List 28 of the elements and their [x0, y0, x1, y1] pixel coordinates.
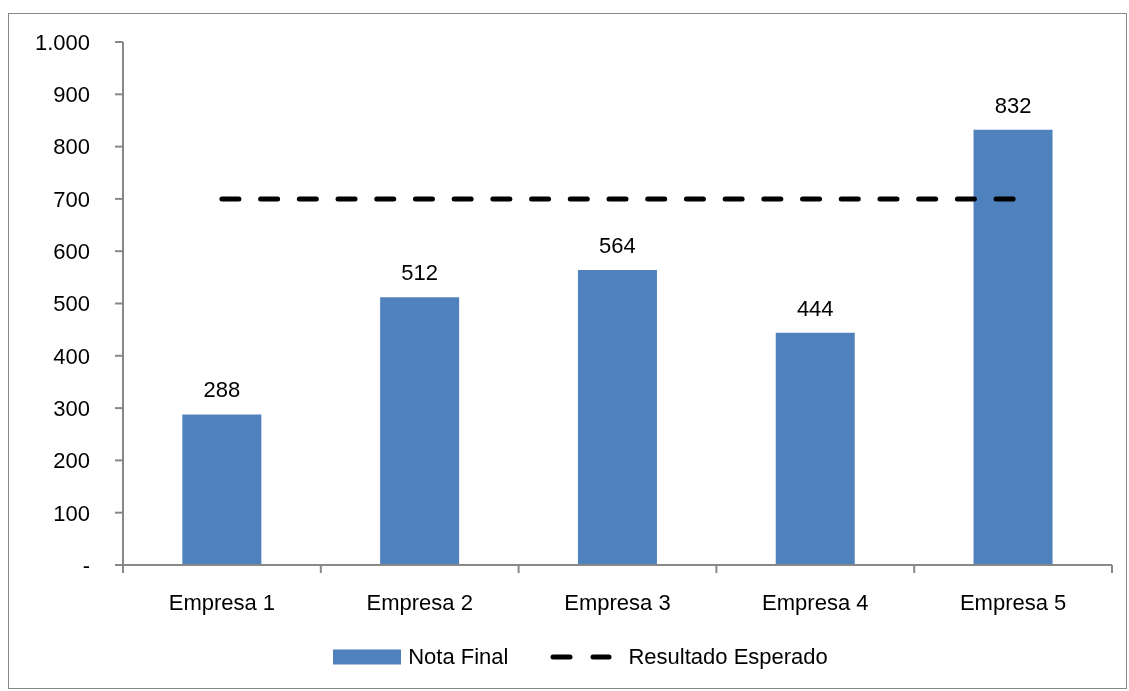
x-tick-label: Empresa 3	[564, 589, 671, 615]
legend-label: Resultado Esperado	[628, 644, 828, 669]
x-tick-label: Empresa 1	[168, 589, 276, 615]
y-tick-label: 300	[53, 395, 90, 421]
y-tick-label: 600	[53, 239, 90, 265]
bar	[182, 414, 262, 565]
bar	[380, 297, 460, 565]
legend-label: Nota Final	[408, 644, 509, 669]
data-label: 832	[994, 92, 1032, 118]
y-tick-label: 700	[53, 186, 90, 212]
data-label: 444	[796, 295, 834, 321]
bar	[577, 270, 657, 565]
bar	[973, 129, 1053, 565]
y-tick-label: 500	[53, 291, 90, 317]
x-tick-label: Empresa 5	[959, 589, 1067, 615]
data-label: 288	[203, 377, 241, 403]
y-tick-label: 100	[53, 500, 90, 526]
y-tick-label: 900	[53, 82, 90, 108]
data-label: 564	[599, 233, 636, 259]
y-tick-label: 400	[53, 343, 90, 369]
y-tick-label: -	[82, 552, 90, 578]
x-tick-label: Empresa 2	[366, 589, 473, 615]
x-tick-label: Empresa 4	[762, 589, 869, 615]
y-tick-label: 1.000	[34, 29, 90, 55]
bar	[775, 332, 855, 565]
data-label: 512	[401, 260, 438, 286]
y-tick-label: 200	[53, 448, 90, 474]
y-tick-label: 800	[53, 134, 90, 160]
